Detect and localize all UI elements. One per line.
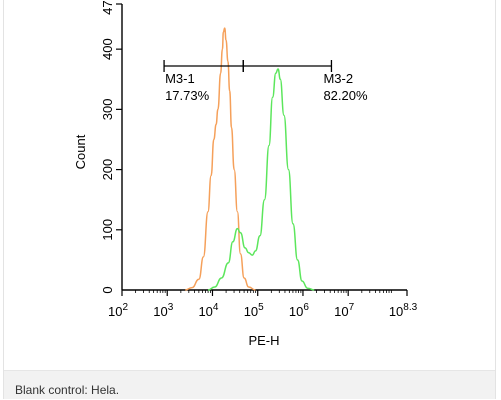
x-tick-label: 107 — [334, 302, 354, 319]
x-tick-label: 108.3 — [389, 302, 418, 319]
figure-caption: Blank control: Hela. — [15, 383, 120, 397]
gate-name-label: M3-2 — [323, 71, 353, 86]
histogram-curve-2 — [207, 68, 315, 291]
gate-percent-label: 82.20% — [323, 88, 368, 103]
x-tick-label: 105 — [244, 302, 264, 319]
x-tick-group: 102 103 104 105 106 107 108.3 — [108, 290, 418, 319]
gate-markers: M3-1 17.73% M3-2 82.20% — [163, 60, 368, 103]
gate-m3-1: M3-1 17.73% — [163, 60, 244, 103]
gate-m3-2: M3-2 82.20% — [242, 60, 368, 103]
y-tick-group: 0 100 200 300 400 475 — [100, 0, 122, 294]
y-tick-label-400: 400 — [100, 38, 115, 60]
histogram-curve-1 — [185, 27, 256, 291]
gate-percent-label: 17.73% — [165, 88, 210, 103]
y-axis-label: Count — [73, 134, 88, 169]
x-tick-label: 104 — [198, 302, 218, 319]
chart-axes — [116, 3, 407, 291]
y-tick-label-100: 100 — [100, 219, 115, 241]
x-tick-label: 103 — [153, 302, 173, 319]
y-tick-label-0: 0 — [100, 286, 115, 293]
x-axis-label: PE-H — [248, 333, 279, 348]
caption-bar: Blank control: Hela. — [4, 370, 495, 399]
x-tick-label: 102 — [108, 302, 128, 319]
y-tick-label-475: 475 — [100, 0, 115, 15]
flow-histogram-chart: 0 100 200 300 400 475 102 103 104 105 106 107 108.3… — [73, 0, 418, 348]
histogram-curves — [185, 27, 315, 291]
gate-name-label: M3-1 — [165, 71, 195, 86]
figure-area: 0 100 200 300 400 475 102 103 104 105 106 107 108.3… — [66, 0, 434, 360]
x-tick-label: 106 — [289, 302, 309, 319]
y-tick-label-300: 300 — [100, 99, 115, 121]
y-tick-label-200: 200 — [100, 159, 115, 181]
